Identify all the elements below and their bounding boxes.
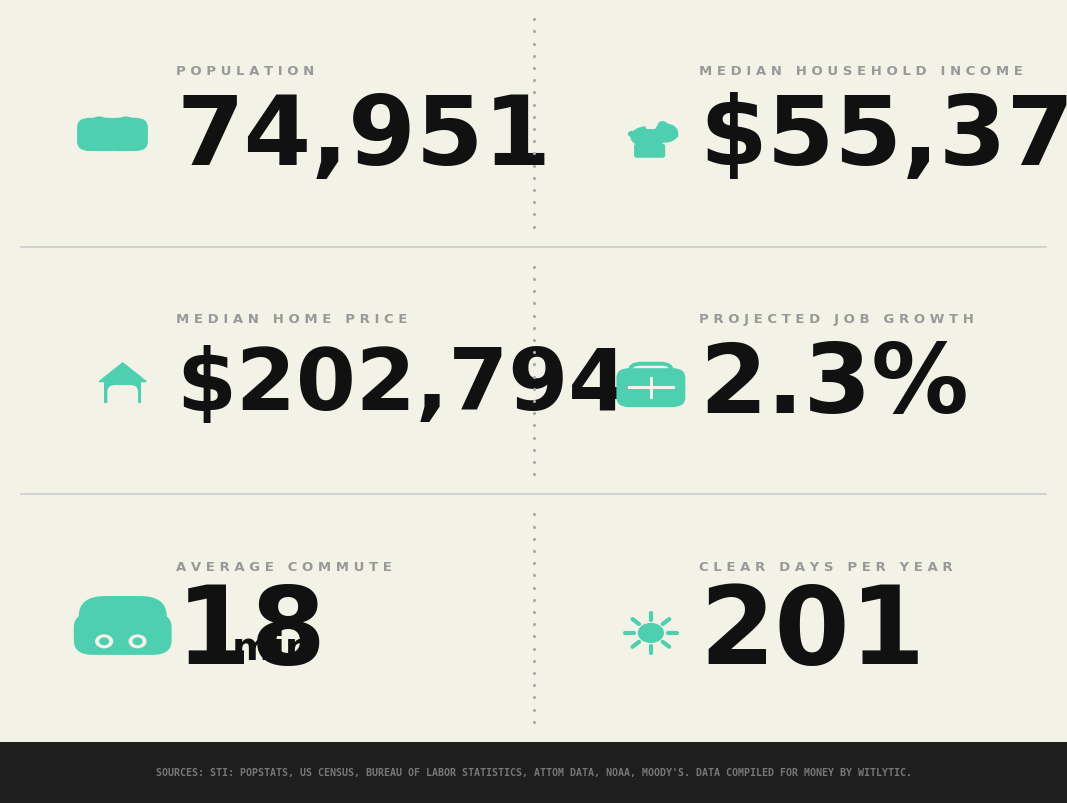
Text: P O P U L A T I O N: P O P U L A T I O N [176, 65, 315, 78]
FancyBboxPatch shape [634, 145, 647, 159]
FancyBboxPatch shape [77, 119, 122, 152]
Circle shape [91, 118, 108, 131]
Text: 18: 18 [176, 581, 328, 686]
Text: min: min [232, 629, 313, 667]
Text: $202,794: $202,794 [176, 344, 628, 427]
FancyBboxPatch shape [0, 742, 1067, 803]
Ellipse shape [670, 134, 679, 139]
Circle shape [628, 132, 635, 137]
Polygon shape [99, 364, 146, 382]
FancyBboxPatch shape [105, 381, 141, 404]
Circle shape [100, 638, 109, 645]
Text: 201: 201 [699, 581, 925, 686]
Circle shape [638, 624, 664, 642]
FancyBboxPatch shape [108, 385, 138, 410]
FancyBboxPatch shape [103, 119, 148, 152]
Text: M E D I A N   H O U S E H O L D   I N C O M E: M E D I A N H O U S E H O L D I N C O M … [699, 65, 1023, 78]
Circle shape [133, 638, 142, 645]
Text: P R O J E C T E D   J O B   G R O W T H: P R O J E C T E D J O B G R O W T H [699, 312, 974, 325]
Ellipse shape [631, 127, 666, 149]
Circle shape [658, 123, 667, 129]
FancyBboxPatch shape [617, 369, 685, 408]
Text: M E D I A N   H O M E   P R I C E: M E D I A N H O M E P R I C E [176, 312, 408, 325]
Text: C L E A R   D A Y S   P E R   Y E A R: C L E A R D A Y S P E R Y E A R [699, 560, 953, 573]
FancyBboxPatch shape [643, 145, 656, 159]
FancyBboxPatch shape [79, 597, 166, 649]
Circle shape [129, 635, 146, 648]
FancyBboxPatch shape [653, 145, 665, 159]
FancyBboxPatch shape [646, 124, 656, 130]
Text: SOURCES: STI: POPSTATS, US CENSUS, BUREAU OF LABOR STATISTICS, ATTOM DATA, NOAA,: SOURCES: STI: POPSTATS, US CENSUS, BUREA… [156, 768, 911, 777]
Circle shape [117, 118, 134, 131]
Text: 74,951: 74,951 [176, 92, 552, 185]
Circle shape [96, 635, 112, 648]
Circle shape [654, 125, 678, 143]
Text: A V E R A G E   C O M M U T E: A V E R A G E C O M M U T E [176, 560, 392, 573]
FancyBboxPatch shape [74, 613, 172, 655]
Text: 2.3%: 2.3% [699, 340, 969, 432]
Text: $55,379: $55,379 [699, 92, 1067, 185]
